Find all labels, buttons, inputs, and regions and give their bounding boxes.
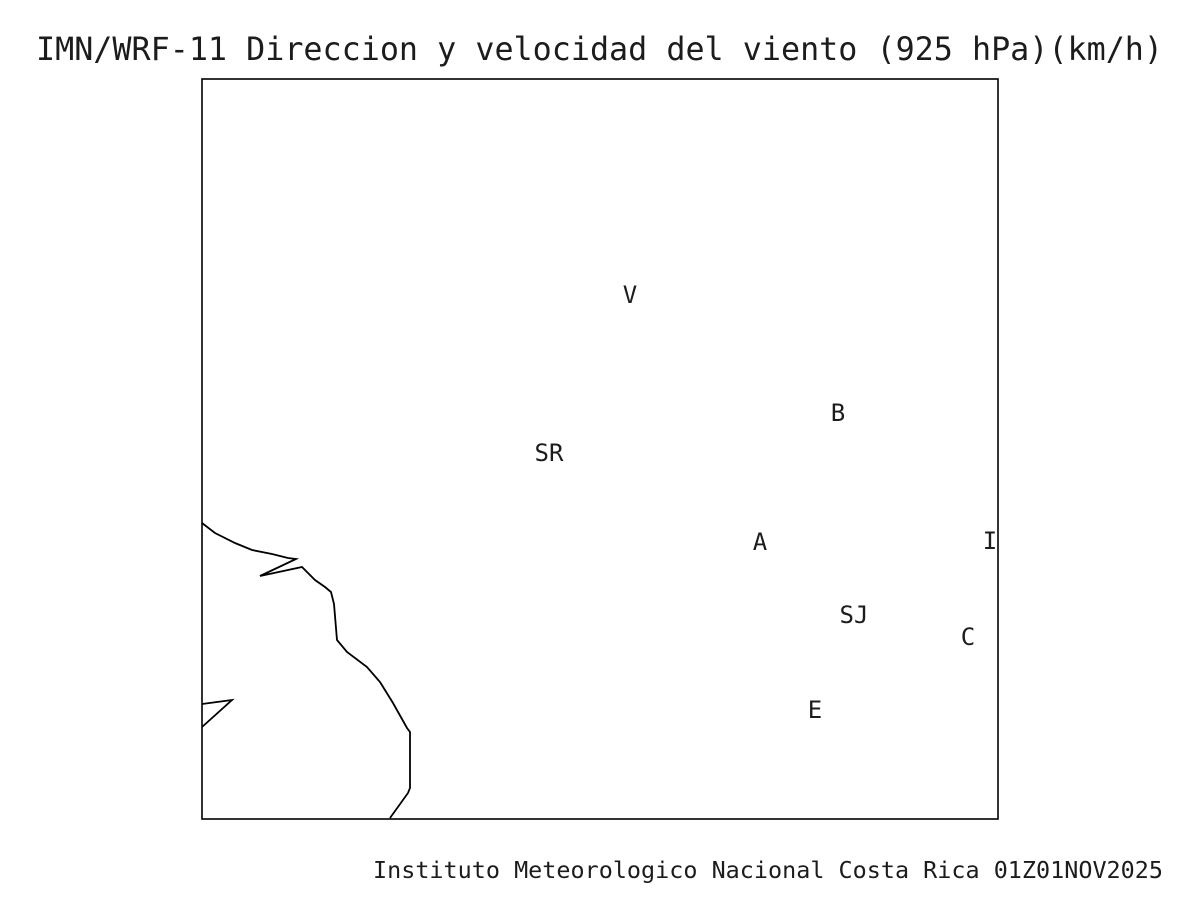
station-label-sj: SJ: [840, 601, 869, 629]
coastline-pacific: [201, 522, 411, 819]
coastlines: [201, 522, 411, 819]
map-frame: [201, 78, 999, 820]
figure-title: IMN/WRF-11 Direccion y velocidad del vie…: [36, 30, 1163, 68]
coastline-estuary-spike: [201, 698, 235, 728]
station-label-i: I: [983, 527, 997, 555]
station-label-b: B: [831, 399, 845, 427]
station-label-c: C: [961, 623, 975, 651]
station-label-v: V: [623, 281, 637, 309]
station-labels: V B SR A I SJ C E: [535, 281, 998, 724]
footer-attribution: Instituto Meteorologico Nacional Costa R…: [373, 858, 1163, 884]
station-label-sr: SR: [535, 439, 564, 467]
station-label-e: E: [808, 696, 822, 724]
station-label-a: A: [753, 528, 768, 556]
